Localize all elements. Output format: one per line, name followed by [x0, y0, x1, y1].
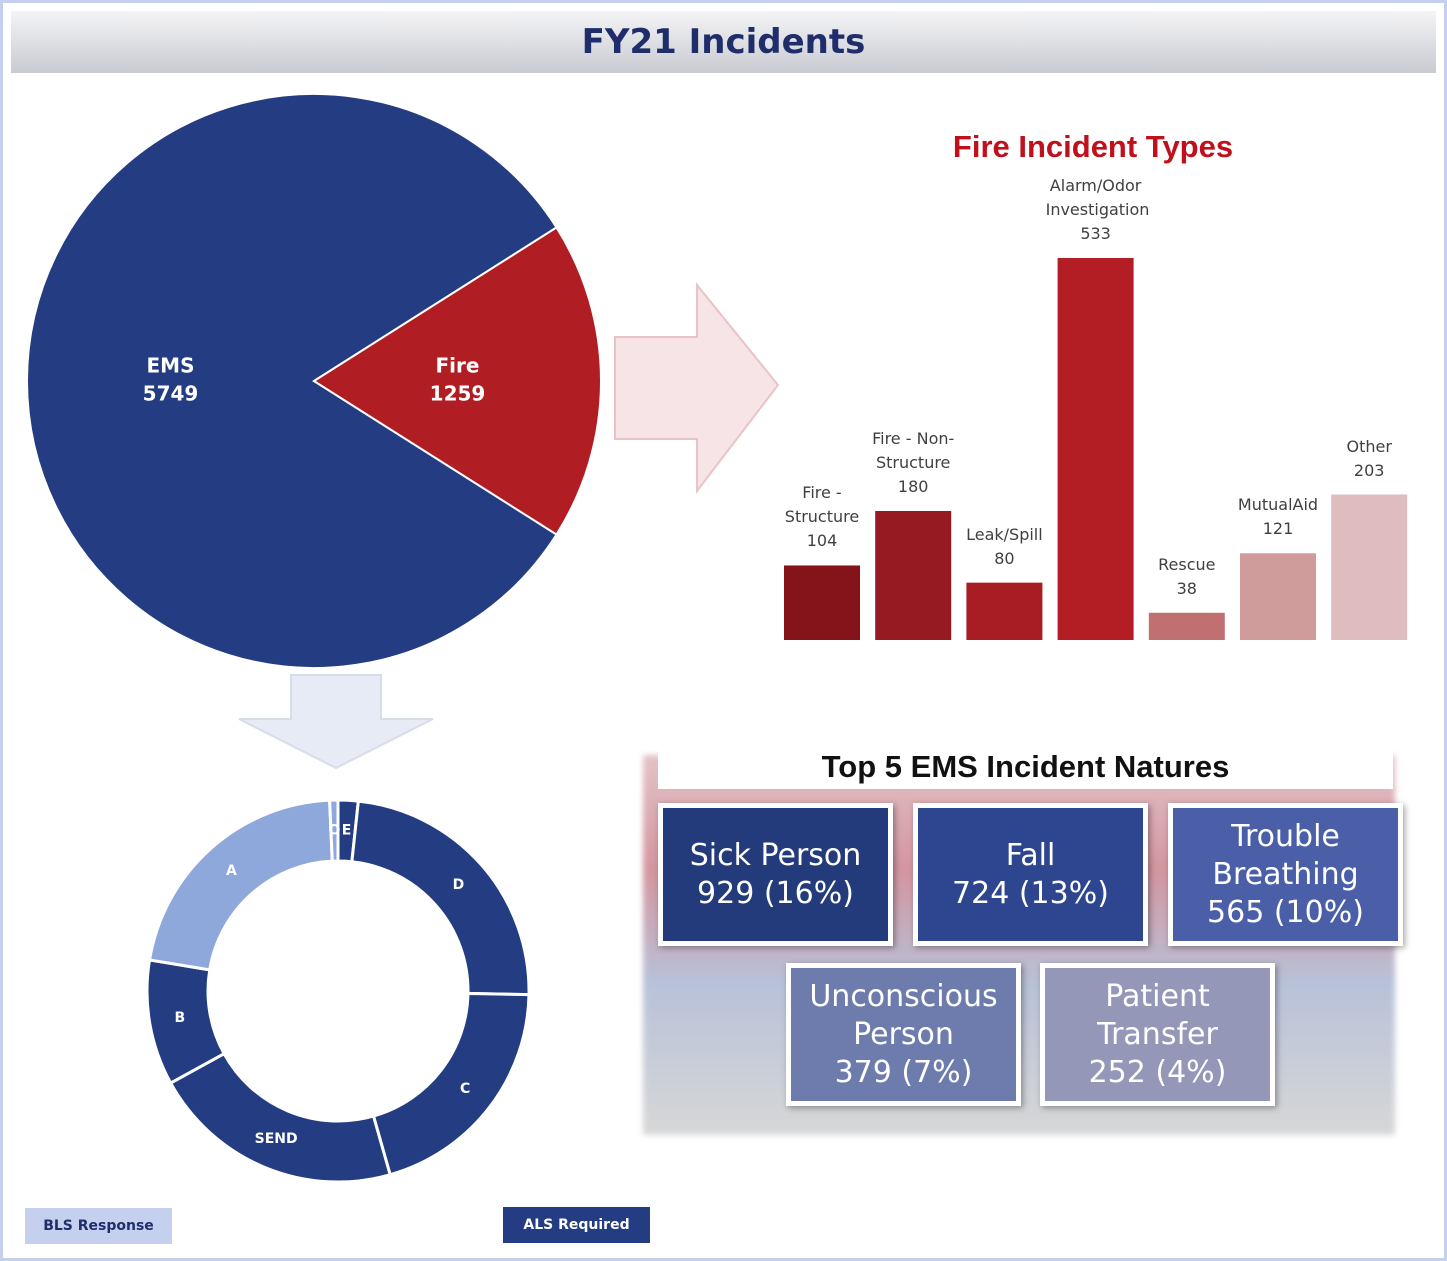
- slice-label: Fire: [436, 354, 480, 378]
- nature-name: Sick Person: [690, 837, 862, 875]
- donut-label: B: [174, 1010, 185, 1026]
- donut-slice: [171, 1054, 391, 1182]
- bar-value: 533: [1046, 222, 1146, 246]
- nature-name: Unconscious Person: [791, 978, 1016, 1054]
- bar-value: 121: [1228, 517, 1328, 541]
- nature-detail: 565 (10%): [1207, 894, 1364, 932]
- bar-value: 180: [863, 475, 963, 499]
- legend-item: ALS Required: [503, 1207, 650, 1243]
- bar-value: 80: [954, 547, 1054, 571]
- bar: [784, 565, 860, 640]
- donut-slice: [373, 993, 528, 1174]
- bar-category: Alarm/Odor Investigation: [1046, 174, 1146, 222]
- dashboard: FY21 Incidents EMS5749Fire1259EDCSENDBAO…: [0, 0, 1447, 1261]
- bar: [1240, 553, 1316, 640]
- nature-name: Patient Transfer: [1045, 978, 1270, 1054]
- donut-label: C: [460, 1081, 470, 1097]
- bar-category: MutualAid: [1228, 493, 1328, 517]
- bar: [875, 511, 951, 640]
- donut-label: D: [453, 877, 465, 893]
- nature-name: Trouble Breathing: [1173, 818, 1398, 894]
- bar-category: Other: [1319, 435, 1419, 459]
- bar-category: Rescue: [1137, 553, 1237, 577]
- donut-label: A: [226, 863, 237, 879]
- bar-value: 38: [1137, 577, 1237, 601]
- bar-category: Fire - Non-Structure: [863, 427, 963, 475]
- bar-value: 203: [1319, 459, 1419, 483]
- bar-category: Fire - Structure: [772, 481, 872, 529]
- bar: [1149, 613, 1225, 640]
- nature-detail: 724 (13%): [952, 875, 1109, 913]
- bar-category: Leak/Spill: [954, 523, 1054, 547]
- donut-label: E: [342, 823, 352, 839]
- donut-label: O: [329, 823, 341, 839]
- bar: [966, 583, 1042, 640]
- donut-label: SEND: [255, 1131, 298, 1147]
- bar: [1058, 258, 1134, 640]
- legend-item: BLS Response: [25, 1208, 172, 1244]
- arrow-right: [615, 285, 778, 491]
- slice-value: 5749: [143, 382, 199, 406]
- bar-value: 104: [772, 529, 872, 553]
- nature-detail: 379 (7%): [835, 1054, 973, 1092]
- ems-title: Top 5 EMS Incident Natures: [658, 745, 1393, 789]
- nature-name: Fall: [1006, 837, 1056, 875]
- nature-detail: 929 (16%): [697, 875, 854, 913]
- donut-slice: [150, 800, 333, 970]
- bar: [1331, 495, 1407, 640]
- donut-slice: [352, 801, 529, 995]
- bar-chart-title: Fire Incident Types: [903, 129, 1283, 165]
- arrow-down: [239, 675, 433, 768]
- nature-detail: 252 (4%): [1089, 1054, 1227, 1092]
- slice-value: 1259: [430, 382, 486, 406]
- slice-label: EMS: [147, 354, 195, 378]
